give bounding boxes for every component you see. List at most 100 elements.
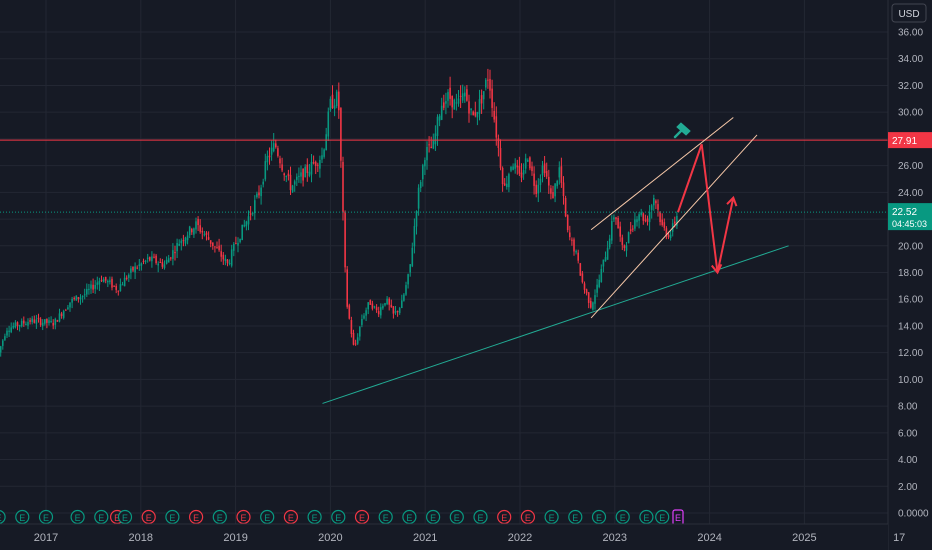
earnings-event[interactable]: E	[38, 509, 54, 525]
earnings-event[interactable]: E	[426, 509, 441, 525]
candle-body	[247, 216, 250, 225]
earnings-event[interactable]: E	[672, 509, 684, 526]
countdown-label: 04:45:03	[892, 219, 927, 229]
candle-body	[632, 228, 634, 230]
earnings-label: E	[477, 513, 483, 523]
earnings-event[interactable]: E	[141, 509, 156, 525]
candle-body	[8, 330, 10, 332]
candle-body	[539, 178, 542, 185]
candle-body	[667, 234, 670, 238]
candle-body	[516, 165, 519, 168]
candle-body	[592, 302, 594, 310]
candle-body	[153, 256, 155, 258]
projection-arrows[interactable]	[677, 143, 738, 275]
candle-body	[79, 297, 82, 300]
candle-body	[623, 245, 626, 248]
candle-body	[275, 143, 277, 148]
currency-button[interactable]: USD	[891, 3, 927, 23]
candle-body	[373, 306, 376, 308]
y-tick-label: 4.00	[898, 455, 918, 466]
earnings-event[interactable]: E	[260, 509, 275, 525]
candle-body	[461, 93, 464, 101]
earnings-event[interactable]: E	[497, 509, 512, 525]
earnings-event[interactable]: E	[591, 509, 607, 525]
candle-body	[627, 232, 630, 244]
candle-body	[585, 289, 588, 294]
candle-body	[541, 165, 544, 176]
earnings-event[interactable]: E	[70, 509, 85, 525]
projection-segment[interactable]	[700, 144, 719, 273]
candle-body	[445, 101, 447, 104]
candle-body	[646, 218, 649, 222]
earnings-label: E	[193, 513, 199, 523]
earnings-event[interactable]: E	[307, 509, 322, 525]
x-tick-label: 2022	[508, 532, 532, 544]
candle-body	[235, 243, 237, 245]
earnings-event[interactable]: E	[544, 509, 559, 525]
earnings-event[interactable]: E	[402, 509, 417, 525]
earnings-event[interactable]: E	[331, 509, 346, 525]
earnings-event[interactable]: E	[165, 509, 180, 525]
earnings-event[interactable]: E	[117, 509, 133, 525]
candle-body	[220, 251, 222, 257]
earnings-event[interactable]: E	[568, 509, 583, 525]
horizontal-levels[interactable]	[0, 139, 888, 213]
candle-body	[508, 174, 510, 188]
candle-body	[356, 337, 359, 344]
earnings-event[interactable]: E	[378, 509, 393, 525]
candle-body	[489, 78, 491, 91]
earnings-event[interactable]: E	[212, 509, 227, 525]
trendline-support[interactable]	[322, 245, 789, 404]
candle-body	[140, 263, 143, 266]
candle-body	[39, 318, 42, 325]
earnings-event[interactable]: E	[0, 510, 6, 524]
candle-body	[214, 246, 216, 248]
earnings-label: E	[501, 513, 507, 523]
candle-body	[335, 91, 338, 107]
candle-body	[306, 164, 309, 174]
earnings-event[interactable]: E	[15, 509, 30, 525]
projection-segment[interactable]	[716, 197, 735, 273]
candle-body	[205, 232, 208, 235]
candle-body	[474, 112, 477, 116]
trendline-channel-upper[interactable]	[590, 117, 734, 231]
earnings-event[interactable]: E	[283, 509, 298, 525]
candle-body	[149, 257, 151, 261]
candle-body	[216, 247, 218, 249]
earnings-label: E	[549, 513, 555, 523]
earnings-event[interactable]: E	[189, 509, 204, 525]
earnings-event[interactable]: E	[236, 509, 251, 525]
trendlines[interactable]	[322, 117, 789, 404]
earnings-event[interactable]: E	[520, 509, 536, 525]
candle-body	[382, 305, 384, 309]
earnings-event[interactable]: E	[655, 509, 670, 525]
candle-body	[537, 184, 540, 194]
currency-label: USD	[898, 9, 919, 20]
y-tick-label: 10.00	[898, 375, 923, 386]
earnings-event[interactable]: E	[615, 509, 630, 525]
candle-body	[548, 176, 550, 186]
candle-body	[464, 92, 466, 97]
candle-body	[503, 183, 506, 186]
earnings-event[interactable]: E	[94, 509, 109, 525]
trendline-channel-lower[interactable]	[590, 134, 758, 319]
earnings-event[interactable]: E	[354, 509, 370, 525]
candle-body	[251, 213, 254, 215]
earnings-event[interactable]: E	[449, 509, 464, 525]
currency-button-frame[interactable]	[891, 3, 927, 23]
candle-body	[172, 250, 174, 259]
candle-body	[634, 219, 636, 229]
candle-body	[405, 285, 407, 295]
candle-body	[62, 311, 65, 318]
candle-body	[325, 134, 327, 151]
candle-body	[35, 319, 38, 324]
earnings-event[interactable]: E	[473, 509, 488, 525]
candle-body	[472, 111, 474, 115]
earnings-event[interactable]: E	[639, 509, 654, 525]
earnings-label: E	[43, 513, 49, 523]
projection-segment[interactable]	[677, 143, 703, 213]
earnings-events[interactable]: EEEEEEEEEEEEEEEEEEEEEEEEEEEEEEE	[0, 509, 684, 526]
